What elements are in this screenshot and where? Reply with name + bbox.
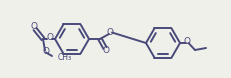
Text: O: O: [42, 48, 49, 56]
Text: O: O: [30, 22, 37, 31]
Text: O: O: [183, 38, 190, 46]
Text: O: O: [102, 46, 109, 55]
Text: O: O: [46, 33, 53, 43]
Text: O: O: [106, 28, 113, 37]
Text: CH₃: CH₃: [58, 52, 72, 61]
